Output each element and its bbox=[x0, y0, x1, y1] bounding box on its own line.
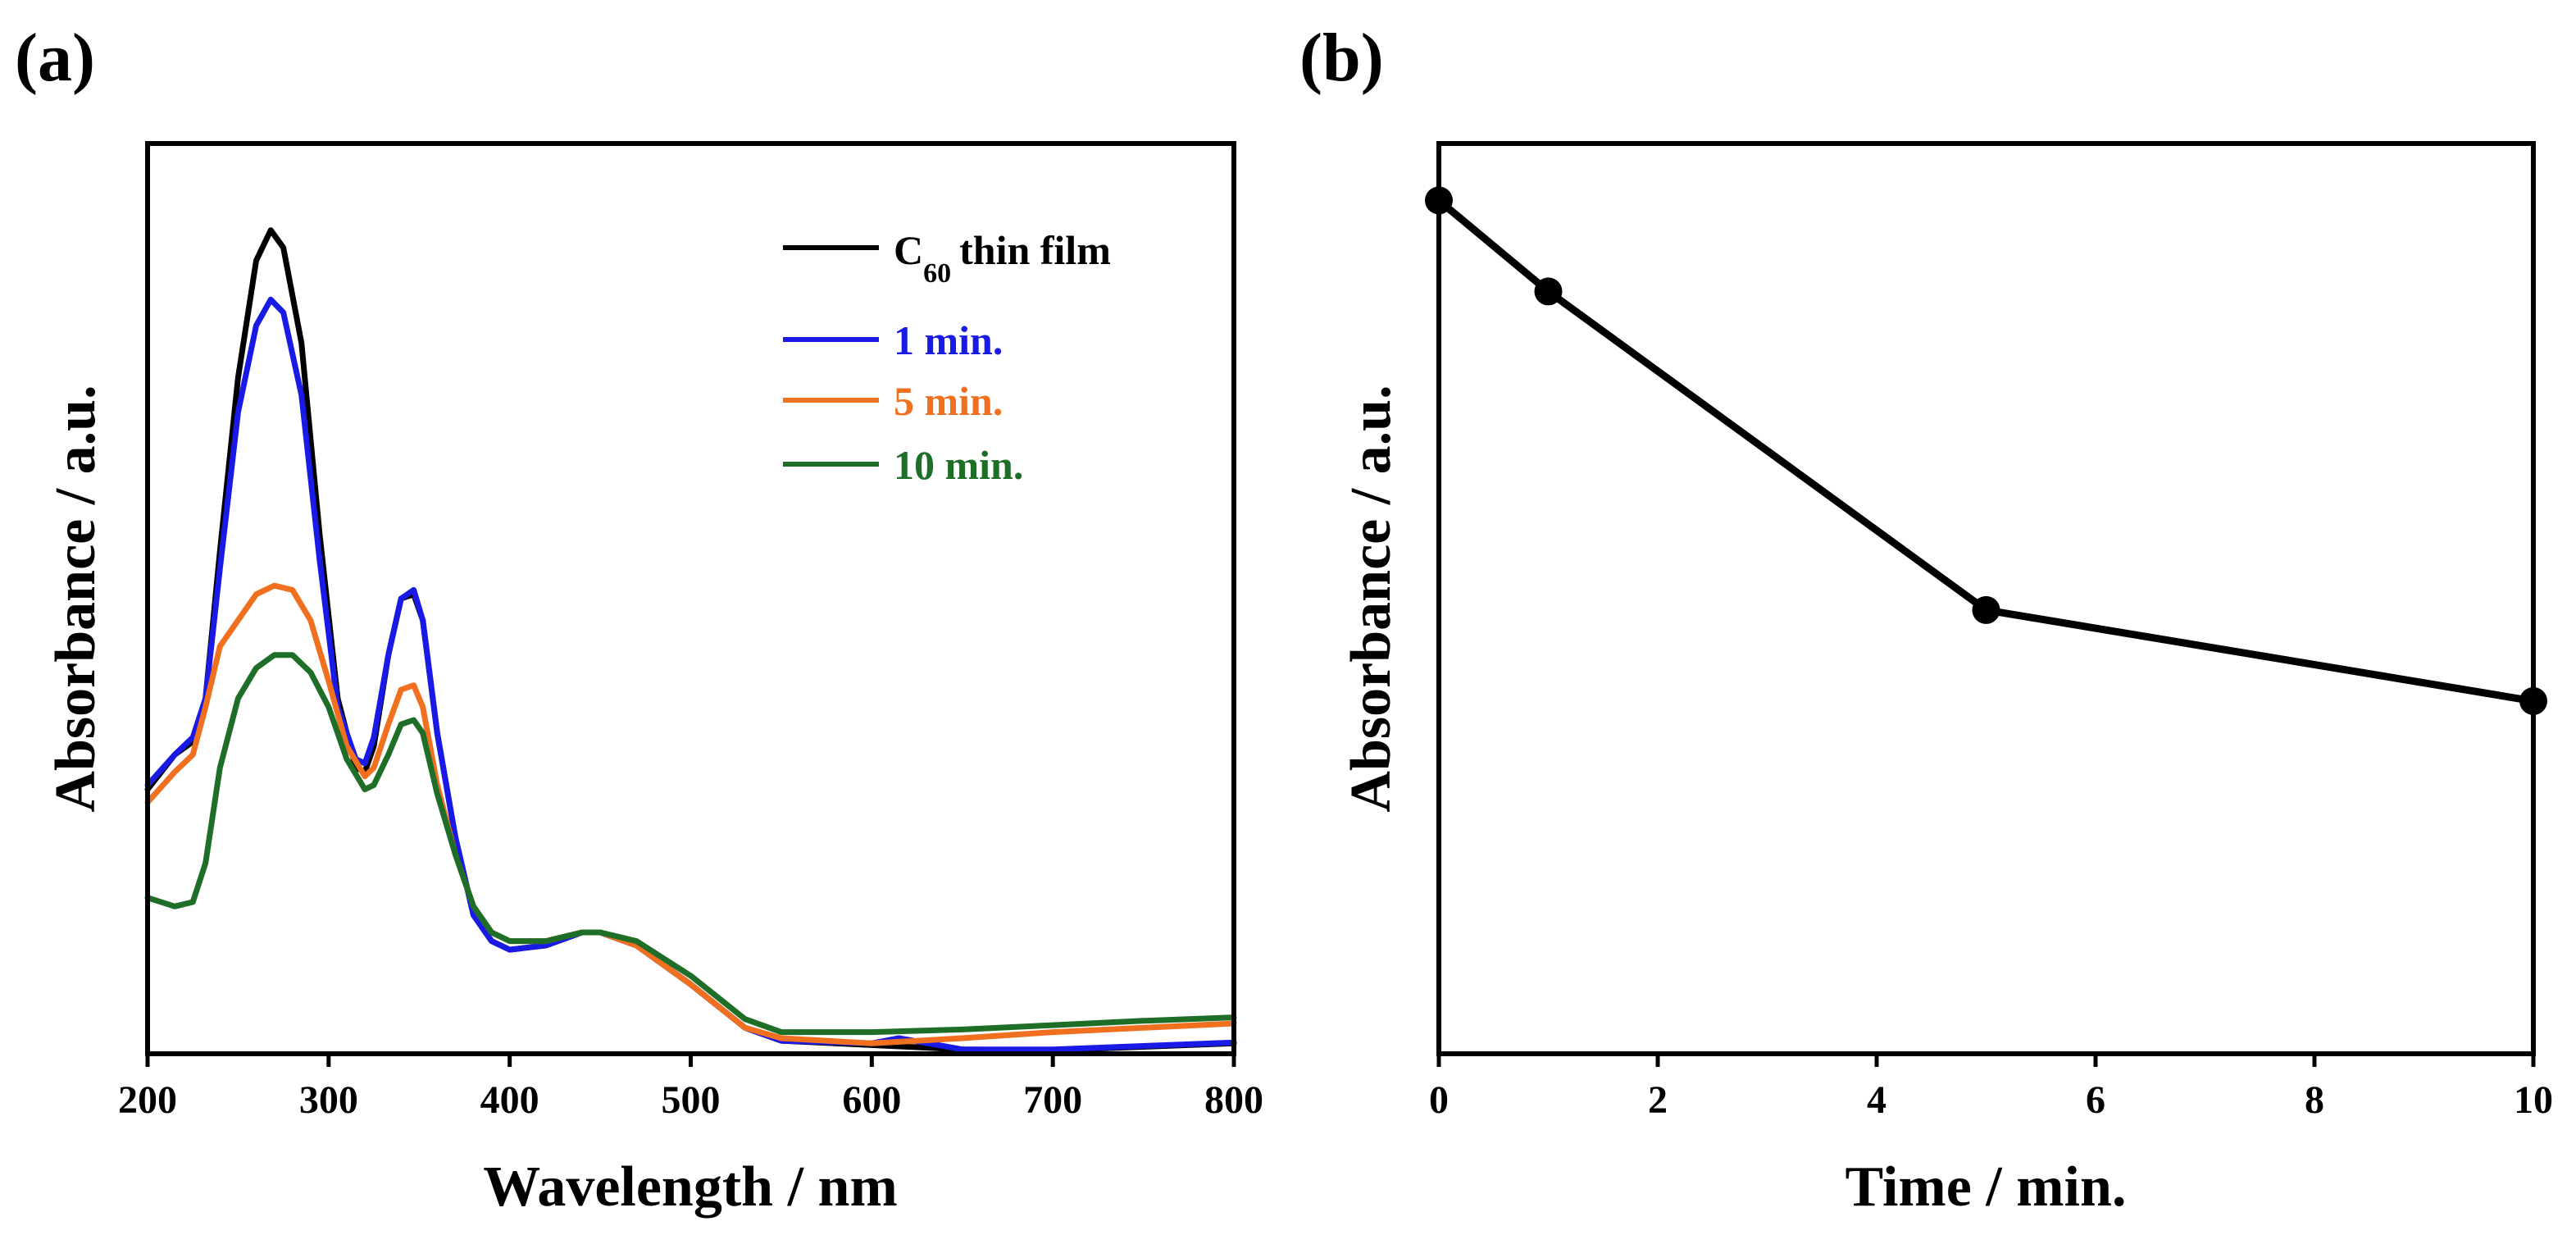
panel-b-x-tick-label-2: 4 bbox=[1867, 1078, 1886, 1122]
panel-a: (a) 200 300 400 500 600 700 800 Wavelength / n… bbox=[15, 20, 1263, 1219]
panel-b-series-line-0 bbox=[1435, 196, 2537, 705]
panel-a-x-ticks: 200 300 400 500 600 700 800 bbox=[118, 1054, 1263, 1122]
panel-a-x-tick-label-4: 600 bbox=[842, 1078, 901, 1122]
panel-b-x-tick-label-1: 2 bbox=[1648, 1078, 1668, 1122]
panel-b-x-axis-title: Time / min. bbox=[1846, 1155, 2127, 1219]
panel-a-x-tick-label-3: 500 bbox=[662, 1078, 721, 1122]
legend-label-c60-subscript: 60 bbox=[923, 258, 951, 289]
panel-a-label: (a) bbox=[15, 20, 95, 96]
panel-b-data-point-2 bbox=[1972, 595, 2000, 624]
legend-label-c60-main: C bbox=[894, 227, 923, 273]
panel-a-x-tick-label-6: 800 bbox=[1204, 1078, 1263, 1122]
panel-a-x-tick-label-5: 700 bbox=[1023, 1078, 1082, 1122]
panel-b-x-tick-label-5: 10 bbox=[2514, 1078, 2553, 1122]
panel-b-x-tick-label-4: 8 bbox=[2305, 1078, 2324, 1122]
panel-a-x-axis-title: Wavelength / nm bbox=[483, 1155, 898, 1219]
panel-b-x-tick-label-0: 0 bbox=[1429, 1078, 1449, 1122]
panel-a-x-tick-label-2: 400 bbox=[480, 1078, 539, 1122]
panel-b: (b) 0 2 4 6 8 10 Time / min. Absorbance / a.u… bbox=[1299, 20, 2553, 1219]
panel-a-y-axis-title: Absorbance / a.u. bbox=[44, 385, 107, 812]
panel-b-data-point-1 bbox=[1534, 277, 1563, 306]
legend-label-c60-rest: thin film bbox=[959, 227, 1111, 273]
panel-b-y-axis-title: Absorbance / a.u. bbox=[1340, 385, 1403, 812]
legend-label-c60: C60 thin film bbox=[894, 227, 1111, 289]
panel-a-series-line-3 bbox=[144, 652, 1237, 1036]
legend-label-10min: 10 min. bbox=[894, 442, 1023, 488]
panel-a-x-tick-label-1: 300 bbox=[299, 1078, 358, 1122]
panel-a-legend: C60 thin film 1 min. 5 min. 10 min. bbox=[783, 227, 1111, 488]
panel-b-x-tick-label-3: 6 bbox=[2086, 1078, 2105, 1122]
panel-a-x-tick-label-0: 200 bbox=[118, 1078, 177, 1122]
panel-b-label: (b) bbox=[1299, 20, 1384, 96]
panel-b-x-ticks: 0 2 4 6 8 10 bbox=[1429, 1054, 2553, 1122]
panel-b-frame bbox=[1436, 141, 2536, 1056]
panel-a-plot-area bbox=[144, 227, 1237, 1054]
legend-label-1min: 1 min. bbox=[894, 317, 1003, 363]
legend-label-5min: 5 min. bbox=[894, 378, 1003, 424]
panel-b-plot-area bbox=[1425, 186, 2547, 715]
panel-a-series-line-2 bbox=[144, 582, 1237, 1046]
